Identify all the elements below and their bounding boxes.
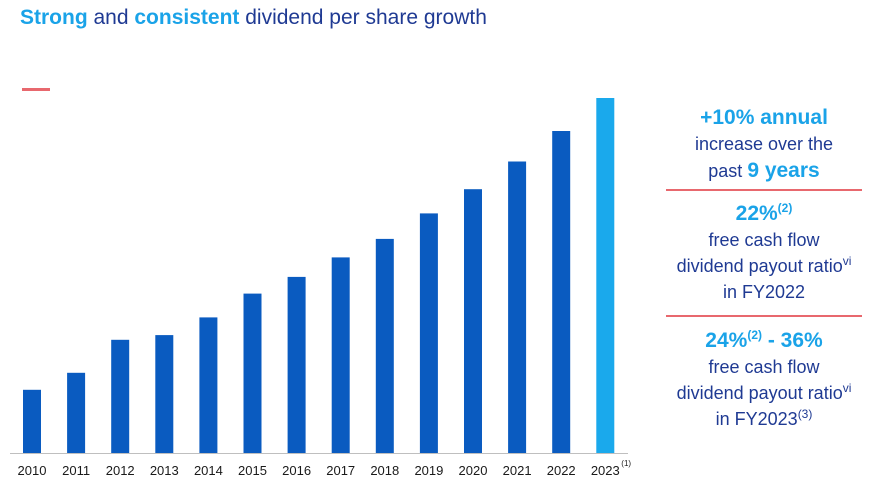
bar-2013 xyxy=(155,335,174,453)
bar-2018 xyxy=(375,238,394,453)
tick-label-2023: 2023 xyxy=(591,463,620,478)
bar-2023 xyxy=(596,98,615,453)
fy2022-line3-text: dividend payout ratio xyxy=(676,256,843,276)
bar-2017 xyxy=(331,257,350,453)
tick-label-2012: 2012 xyxy=(106,463,135,478)
x-tick-labels: 2010 2011 2012 2013 2014 2015 2016 2017 2018 2019… xyxy=(18,463,620,478)
divider-2 xyxy=(666,315,862,317)
bar-2012 xyxy=(111,339,130,453)
fy2022-payout-block: 22%(2) free cash flow dividend payout ra… xyxy=(648,200,880,305)
bar-2011 xyxy=(67,372,86,453)
fy2023-payout-block: 24%(2) - 36% free cash flow dividend pay… xyxy=(648,327,880,432)
title-rest: dividend per share growth xyxy=(239,6,487,29)
side-panel: +10% annual increase over the past 9 yea… xyxy=(648,104,880,432)
fy2023-line3: dividend payout ratiovi xyxy=(648,380,880,406)
nine-years-highlight: 9 years xyxy=(747,159,820,182)
bar-2020 xyxy=(464,189,482,453)
page-title: Strong and consistent dividend per share… xyxy=(20,6,487,30)
tick-label-2014: 2014 xyxy=(194,463,223,478)
tick-label-2013: 2013 xyxy=(150,463,179,478)
bar-2010 xyxy=(23,389,41,453)
annual-increase-line3: past 9 years xyxy=(648,157,880,184)
title-and: and xyxy=(87,6,135,29)
fy2023-line2: free cash flow xyxy=(708,357,820,377)
fy2022-line3-sup: vi xyxy=(842,254,852,268)
bar-2014 xyxy=(199,317,218,453)
title-consistent: consistent xyxy=(134,6,240,29)
fy2023-line3-sup: vi xyxy=(842,381,852,395)
fy2023-line3-text: dividend payout ratio xyxy=(676,383,843,403)
fy2022-line2: free cash flow xyxy=(708,230,820,250)
fy2023-line4-text: in FY2023 xyxy=(715,409,798,429)
divider-1 xyxy=(666,189,862,191)
tick-label-2015: 2015 xyxy=(238,463,267,478)
tick-label-2011: 2011 xyxy=(62,463,90,478)
bar-2019 xyxy=(419,213,438,453)
tick-label-2020: 2020 xyxy=(459,463,488,478)
fy2023-payout-headline: 24%(2) - 36% xyxy=(648,327,880,354)
fy2023-line4-sup: (3) xyxy=(797,407,813,421)
bar-2022 xyxy=(552,131,571,453)
fy2022-footnote-mark: (2) xyxy=(777,201,793,215)
fy2023-footnote-mark: (2) xyxy=(747,328,762,342)
annual-increase-block: +10% annual increase over the past 9 yea… xyxy=(648,104,880,184)
fy2023-payout-high: - 36% xyxy=(762,329,823,352)
bar-2015 xyxy=(243,293,262,453)
fy2022-line3: dividend payout ratiovi xyxy=(648,253,880,279)
fy2023-payout-low: 24% xyxy=(705,329,748,352)
title-strong: Strong xyxy=(20,6,88,29)
fy2023-line4: in FY2023(3) xyxy=(648,406,880,432)
fy2022-line4: in FY2022 xyxy=(722,282,806,302)
tick-label-2016: 2016 xyxy=(282,463,311,478)
bars-group xyxy=(23,98,615,453)
accent-dash xyxy=(22,88,50,91)
tick-label-2019: 2019 xyxy=(414,463,443,478)
bar-2016 xyxy=(287,276,306,453)
fy2022-payout-value: 22% xyxy=(735,202,778,225)
tick-label-2021: 2021 xyxy=(503,463,532,478)
bar-2021 xyxy=(508,161,527,453)
fy2022-payout-headline: 22%(2) xyxy=(648,200,880,227)
dividend-bar-chart: 2010 2011 2012 2013 2014 2015 2016 2017 2018 2019… xyxy=(10,98,631,478)
tick-label-2010: 2010 xyxy=(18,463,47,478)
tick-label-2022: 2022 xyxy=(547,463,576,478)
last-year-footnote: (1) xyxy=(621,459,631,468)
annual-increase-line2: increase over the xyxy=(694,134,834,154)
tick-label-2017: 2017 xyxy=(326,463,355,478)
annual-increase-prefix: past xyxy=(708,161,748,181)
tick-label-2018: 2018 xyxy=(370,463,399,478)
annual-increase-headline: +10% annual xyxy=(700,106,828,129)
